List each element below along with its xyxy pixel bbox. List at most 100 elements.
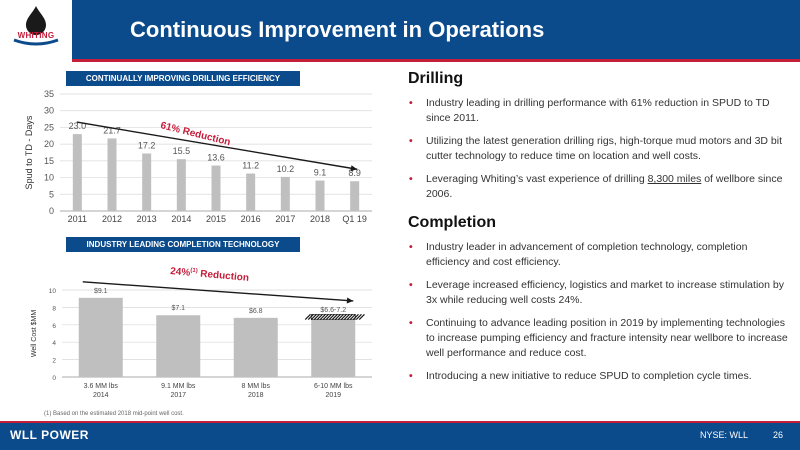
bullet-icon: • — [409, 173, 413, 185]
page-number: 26 — [773, 430, 784, 440]
drilling-days-chart: 0 5 10 15 20 25 30 35 Spud to TD - Days 23.0 2011 2… — [24, 89, 372, 224]
range-band-hatch — [307, 313, 314, 321]
slide-footer: WLL POWER NYSE: WLL 26 — [0, 421, 800, 450]
data-label: 13.6 — [207, 153, 225, 163]
content-column: Drilling • Industry leading in drilling p… — [408, 70, 788, 392]
bullet-text: Introducing a new initiative to reduce S… — [426, 370, 752, 382]
bullet-item: • Industry leader in advancement of compl… — [408, 240, 788, 270]
y-tick-label: 2 — [52, 358, 56, 365]
well-cost-chart: 0 2 4 6 8 10 Well Cost $MM $9.1 3.6 MM lbs 2014 $7… — [31, 266, 372, 399]
completion-bullets: • Industry leader in advancement of compl… — [408, 240, 788, 384]
y-axis-label: Spud to TD - Days — [24, 115, 34, 189]
bar — [246, 173, 256, 211]
y-tick-label: 15 — [44, 156, 54, 166]
x-tick-label: 9.1 MM lbs — [161, 383, 196, 390]
y-tick-label: 0 — [52, 375, 56, 382]
x-tick-label: Q1 19 — [342, 214, 367, 224]
drilling-panel-label: CONTINUALLY IMPROVING DRILLING EFFICIENC… — [66, 71, 300, 86]
trend-arrow-head — [346, 297, 354, 304]
range-band-hatch — [346, 313, 353, 321]
annotation-reduction-text: Reduction — [197, 268, 249, 283]
data-label: $9.1 — [94, 288, 108, 295]
range-band-hatch — [316, 313, 323, 321]
y-tick-label: 10 — [49, 288, 57, 295]
title-bar: Continuous Improvement in Operations — [72, 0, 800, 62]
bullet-text: Continuing to advance leading position i… — [426, 317, 788, 359]
range-band — [304, 313, 365, 321]
range-band-hatch — [355, 313, 362, 321]
footer-brand: WLL POWER — [10, 428, 89, 442]
range-band-hatch — [343, 313, 350, 321]
x-tick-label: 2017 — [275, 214, 295, 224]
x-tick-label: 2018 — [310, 214, 330, 224]
data-label: $6.6-7.2 — [320, 307, 346, 314]
range-band-hatch — [334, 313, 341, 321]
bullet-text: Industry leading in drilling performance… — [426, 97, 770, 124]
bar — [72, 134, 82, 211]
trend-arrow-line — [82, 281, 354, 302]
x-tick-label: 2014 — [171, 214, 191, 224]
range-band-hatch — [313, 313, 320, 321]
x-tick-label: 2019 — [325, 392, 341, 399]
bullet-text: Utilizing the latest generation drilling… — [426, 135, 783, 162]
x-tick-label: 6-10 MM lbs — [314, 383, 353, 390]
y-tick-label: 25 — [44, 122, 54, 132]
range-band-hatch — [322, 313, 329, 321]
bullet-icon: • — [409, 279, 413, 291]
bullet-item: • Leveraging Whiting’s vast experience of… — [408, 172, 788, 202]
y-tick-label: 0 — [49, 206, 54, 216]
data-label: 23.0 — [69, 121, 87, 131]
x-tick-label: 2015 — [206, 214, 226, 224]
bullet-icon: • — [409, 241, 413, 253]
bar — [311, 316, 356, 377]
x-tick-label: 2012 — [102, 214, 122, 224]
drilling-title: Drilling — [408, 70, 464, 87]
page-title: Continuous Improvement in Operations — [130, 17, 545, 42]
x-tick-label: 2017 — [170, 392, 186, 399]
bullet-item: • Leverage increased efficiency, logistic… — [408, 278, 788, 308]
bar — [156, 315, 201, 377]
bullet-icon: • — [409, 317, 413, 329]
bar — [233, 317, 278, 377]
x-tick-label: 2011 — [68, 214, 87, 224]
range-band-border — [310, 314, 356, 320]
data-label: $6.8 — [249, 308, 263, 315]
data-label: 11.2 — [242, 161, 259, 171]
range-band-hatch — [349, 313, 356, 321]
y-tick-label: 6 — [52, 323, 56, 330]
range-band-hatch — [337, 313, 344, 321]
bullet-text-after: of wellbore since 2006. — [426, 173, 783, 200]
company-logo-text: WHITING — [17, 31, 55, 40]
annotation-percent: 24% — [170, 266, 191, 279]
x-tick-label: 8 MM lbs — [242, 383, 271, 390]
bar — [280, 176, 290, 211]
range-band-hatch — [304, 313, 311, 321]
bullet-icon: • — [409, 370, 413, 382]
data-label: 10.2 — [277, 164, 295, 174]
bullet-item: • Industry leading in drilling performanc… — [408, 96, 788, 126]
range-band-hatch — [328, 313, 335, 321]
bullet-text-before: Leveraging Whiting’s vast experience of … — [426, 173, 648, 185]
y-tick-label: 4 — [52, 340, 56, 347]
range-band-hatch — [352, 313, 359, 321]
bullet-icon: • — [409, 135, 413, 147]
drilling-miles: 8,300 miles — [647, 173, 702, 185]
x-tick-label: 2016 — [241, 214, 261, 224]
x-tick-label: 2014 — [93, 392, 109, 399]
footnote: (1) Based on the estimated 2018 mid-poin… — [44, 411, 184, 417]
oil-drop-icon — [13, 6, 59, 46]
x-tick-label: 2013 — [137, 214, 157, 224]
y-axis-label: Well Cost $MM — [31, 310, 38, 357]
bar — [142, 153, 152, 211]
data-label: 15.5 — [173, 146, 191, 156]
completion-panel-label: INDUSTRY LEADING COMPLETION TECHNOLOGY — [66, 237, 300, 252]
footer-accent-line — [0, 421, 800, 423]
slide-header: WHITING Continuous Improvement in Operat… — [0, 0, 800, 62]
bullet-text: Industry leader in advancement of comple… — [426, 241, 748, 268]
trend-arrow-line — [76, 121, 358, 170]
bar — [176, 159, 186, 211]
y-tick-label: 30 — [44, 106, 54, 116]
range-band-hatch — [340, 313, 347, 321]
data-label: 9.1 — [314, 168, 327, 178]
x-tick-label: 3.6 MM lbs — [84, 383, 119, 390]
